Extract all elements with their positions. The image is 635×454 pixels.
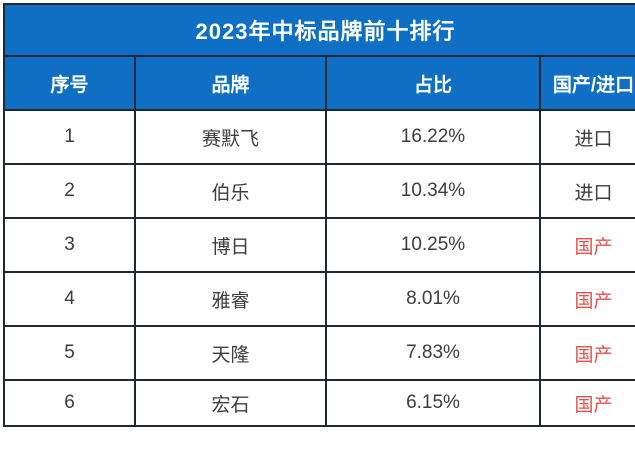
rank-cell: 2 <box>3 163 136 219</box>
title-row: 2023年中标品牌前十排行 <box>2 3 635 57</box>
brand-cell: 天隆 <box>134 325 327 381</box>
origin-cell: 国产 <box>538 271 635 327</box>
table-row: 2 伯乐 10.34% 进口 <box>3 163 635 219</box>
brand-cell: 伯乐 <box>134 163 327 219</box>
table-row: 3 博日 10.25% 国产 <box>3 217 635 273</box>
origin-cell: 国产 <box>538 379 635 427</box>
share-cell: 10.34% <box>325 163 541 219</box>
share-cell: 8.01% <box>325 271 541 327</box>
table-row: 4 雅睿 8.01% 国产 <box>3 271 635 327</box>
share-cell: 10.25% <box>325 217 541 273</box>
col-header-brand: 品牌 <box>134 55 327 111</box>
origin-cell: 国产 <box>538 217 635 273</box>
col-header-origin: 国产/进口 <box>538 55 635 111</box>
origin-cell: 进口 <box>538 163 635 219</box>
header-row: 序号 品牌 占比 国产/进口 <box>3 55 635 111</box>
rank-cell: 1 <box>3 109 136 165</box>
share-cell: 7.83% <box>325 325 541 381</box>
table-row: 1 赛默飞 16.22% 进口 <box>3 109 635 165</box>
rank-cell: 5 <box>3 325 136 381</box>
col-header-rank: 序号 <box>3 55 136 111</box>
ranking-table: 2023年中标品牌前十排行 序号 品牌 占比 国产/进口 1 赛默飞 16.22… <box>2 3 635 427</box>
rank-cell: 4 <box>3 271 136 327</box>
rank-cell: 3 <box>3 217 136 273</box>
brand-cell: 宏石 <box>134 379 327 427</box>
origin-cell: 进口 <box>538 109 635 165</box>
table-row: 5 天隆 7.83% 国产 <box>3 325 635 381</box>
table-row: 6 宏石 6.15% 国产 <box>3 379 635 427</box>
brand-cell: 赛默飞 <box>134 109 327 165</box>
share-cell: 6.15% <box>325 379 541 427</box>
rank-cell: 6 <box>3 379 136 427</box>
share-cell: 16.22% <box>325 109 541 165</box>
table-title: 2023年中标品牌前十排行 <box>2 3 635 57</box>
origin-cell: 国产 <box>538 325 635 381</box>
brand-cell: 雅睿 <box>134 271 327 327</box>
col-header-share: 占比 <box>325 55 541 111</box>
brand-cell: 博日 <box>134 217 327 273</box>
